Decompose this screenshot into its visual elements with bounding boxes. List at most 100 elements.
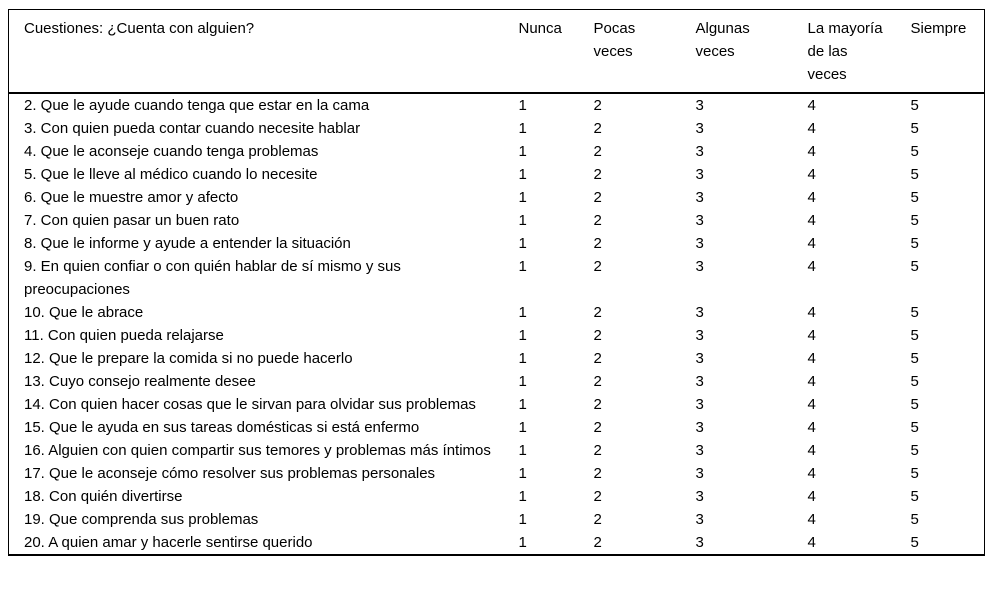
table-row: 12. Que le prepare la comida si no puede… bbox=[9, 347, 985, 370]
value-cell: 5 bbox=[910, 396, 919, 413]
question-column-header: Cuestiones: ¿Cuenta con alguien? bbox=[8, 9, 519, 94]
value-cell: 3 bbox=[695, 396, 704, 413]
value-cell: 1 bbox=[518, 304, 527, 321]
value-cell: 1 bbox=[518, 511, 527, 528]
value-cell: 3 bbox=[695, 419, 704, 436]
value-cell: 5 bbox=[910, 166, 919, 183]
value-cell: 2 bbox=[593, 511, 602, 528]
question-cell: 10. Que le abrace bbox=[24, 304, 144, 321]
value-cell: 4 bbox=[807, 235, 816, 252]
value-cell: 5 bbox=[910, 258, 919, 275]
value-cell: 5 bbox=[910, 373, 919, 390]
value-cell: 5 bbox=[910, 212, 919, 229]
value-cell: 1 bbox=[518, 465, 527, 482]
value-cell: 1 bbox=[518, 327, 527, 344]
question-cell: 12. Que le prepare la comida si no puede… bbox=[24, 350, 353, 367]
option-header-label: Pocas veces bbox=[593, 20, 636, 60]
option-header-algunas-veces: Algunas veces bbox=[695, 9, 808, 94]
value-cell: 1 bbox=[518, 350, 527, 367]
value-cell: 1 bbox=[518, 442, 527, 459]
value-cell: 3 bbox=[695, 373, 704, 390]
value-cell: 1 bbox=[518, 166, 527, 183]
value-cell: 5 bbox=[910, 97, 919, 114]
table-row: 3. Con quien pueda contar cuando necesit… bbox=[9, 117, 985, 140]
value-cell: 4 bbox=[807, 97, 816, 114]
question-cell: 3. Con quien pueda contar cuando necesit… bbox=[24, 120, 361, 137]
value-cell: 3 bbox=[695, 189, 704, 206]
value-cell: 5 bbox=[910, 419, 919, 436]
value-cell: 1 bbox=[518, 419, 527, 436]
value-cell: 5 bbox=[910, 350, 919, 367]
value-cell: 2 bbox=[593, 465, 602, 482]
value-cell: 3 bbox=[695, 166, 704, 183]
value-cell: 1 bbox=[518, 373, 527, 390]
value-cell: 4 bbox=[807, 350, 816, 367]
question-cell: 9. En quien confiar o con quién hablar d… bbox=[24, 258, 401, 298]
table-row: 18. Con quién divertirse 1 2 3 4 5 bbox=[9, 485, 985, 508]
value-cell: 2 bbox=[593, 442, 602, 459]
table-row: 20. A quien amar y hacerle sentirse quer… bbox=[9, 531, 985, 555]
value-cell: 1 bbox=[518, 488, 527, 505]
value-cell: 2 bbox=[593, 396, 602, 413]
value-cell: 5 bbox=[910, 488, 919, 505]
value-cell: 3 bbox=[695, 143, 704, 160]
value-cell: 2 bbox=[593, 258, 602, 275]
question-cell: 5. Que le lleve al médico cuando lo nece… bbox=[24, 166, 318, 183]
value-cell: 3 bbox=[695, 304, 704, 321]
table-row: 7. Con quien pasar un buen rato 1 2 3 4 … bbox=[9, 209, 985, 232]
value-cell: 2 bbox=[593, 350, 602, 367]
value-cell: 3 bbox=[695, 258, 704, 275]
table-row: 2. Que le ayude cuando tenga que estar e… bbox=[9, 93, 985, 117]
table-row: 16. Alguien con quien compartir sus temo… bbox=[9, 439, 985, 462]
value-cell: 5 bbox=[910, 327, 919, 344]
option-header-siempre: Siempre bbox=[910, 9, 985, 94]
value-cell: 1 bbox=[518, 143, 527, 160]
value-cell: 1 bbox=[518, 97, 527, 114]
value-cell: 2 bbox=[593, 327, 602, 344]
value-cell: 3 bbox=[695, 465, 704, 482]
value-cell: 3 bbox=[695, 327, 704, 344]
question-cell: 19. Que comprenda sus problemas bbox=[24, 511, 259, 528]
table-row: 4. Que le aconseje cuando tenga problema… bbox=[9, 140, 985, 163]
value-cell: 3 bbox=[695, 534, 704, 551]
value-cell: 1 bbox=[518, 396, 527, 413]
value-cell: 4 bbox=[807, 304, 816, 321]
value-cell: 4 bbox=[807, 465, 816, 482]
value-cell: 5 bbox=[910, 143, 919, 160]
value-cell: 4 bbox=[807, 258, 816, 275]
value-cell: 4 bbox=[807, 373, 816, 390]
table-row: 15. Que le ayuda en sus tareas doméstica… bbox=[9, 416, 985, 439]
option-header-label: Algunas veces bbox=[695, 20, 750, 60]
table-row: 8. Que le informe y ayude a entender la … bbox=[9, 232, 985, 255]
option-header-la-mayoria-de-las-veces: La mayoría de las veces bbox=[807, 9, 911, 94]
value-cell: 2 bbox=[593, 166, 602, 183]
value-cell: 2 bbox=[593, 304, 602, 321]
table-row: 11. Con quien pueda relajarse 1 2 3 4 5 bbox=[9, 324, 985, 347]
question-cell: 6. Que le muestre amor y afecto bbox=[24, 189, 239, 206]
value-cell: 4 bbox=[807, 189, 816, 206]
question-cell: 4. Que le aconseje cuando tenga problema… bbox=[24, 143, 319, 160]
value-cell: 3 bbox=[695, 511, 704, 528]
questionnaire-table-container: Cuestiones: ¿Cuenta con alguien? Nunca P… bbox=[8, 9, 985, 556]
value-cell: 3 bbox=[695, 97, 704, 114]
value-cell: 5 bbox=[910, 534, 919, 551]
question-cell: 11. Con quien pueda relajarse bbox=[24, 327, 224, 344]
value-cell: 5 bbox=[910, 465, 919, 482]
value-cell: 4 bbox=[807, 396, 816, 413]
question-cell: 20. A quien amar y hacerle sentirse quer… bbox=[24, 534, 313, 551]
value-cell: 5 bbox=[910, 511, 919, 528]
option-header-label: La mayoría de las veces bbox=[807, 20, 883, 83]
value-cell: 3 bbox=[695, 350, 704, 367]
value-cell: 3 bbox=[695, 488, 704, 505]
value-cell: 4 bbox=[807, 442, 816, 459]
value-cell: 2 bbox=[593, 373, 602, 390]
option-header-nunca: Nunca bbox=[518, 9, 594, 94]
value-cell: 2 bbox=[593, 235, 602, 252]
value-cell: 5 bbox=[910, 189, 919, 206]
question-cell: 8. Que le informe y ayude a entender la … bbox=[24, 235, 351, 252]
table-row: 9. En quien confiar o con quién hablar d… bbox=[9, 255, 985, 301]
table-row: 19. Que comprenda sus problemas 1 2 3 4 … bbox=[9, 508, 985, 531]
value-cell: 2 bbox=[593, 143, 602, 160]
value-cell: 4 bbox=[807, 212, 816, 229]
value-cell: 1 bbox=[518, 189, 527, 206]
